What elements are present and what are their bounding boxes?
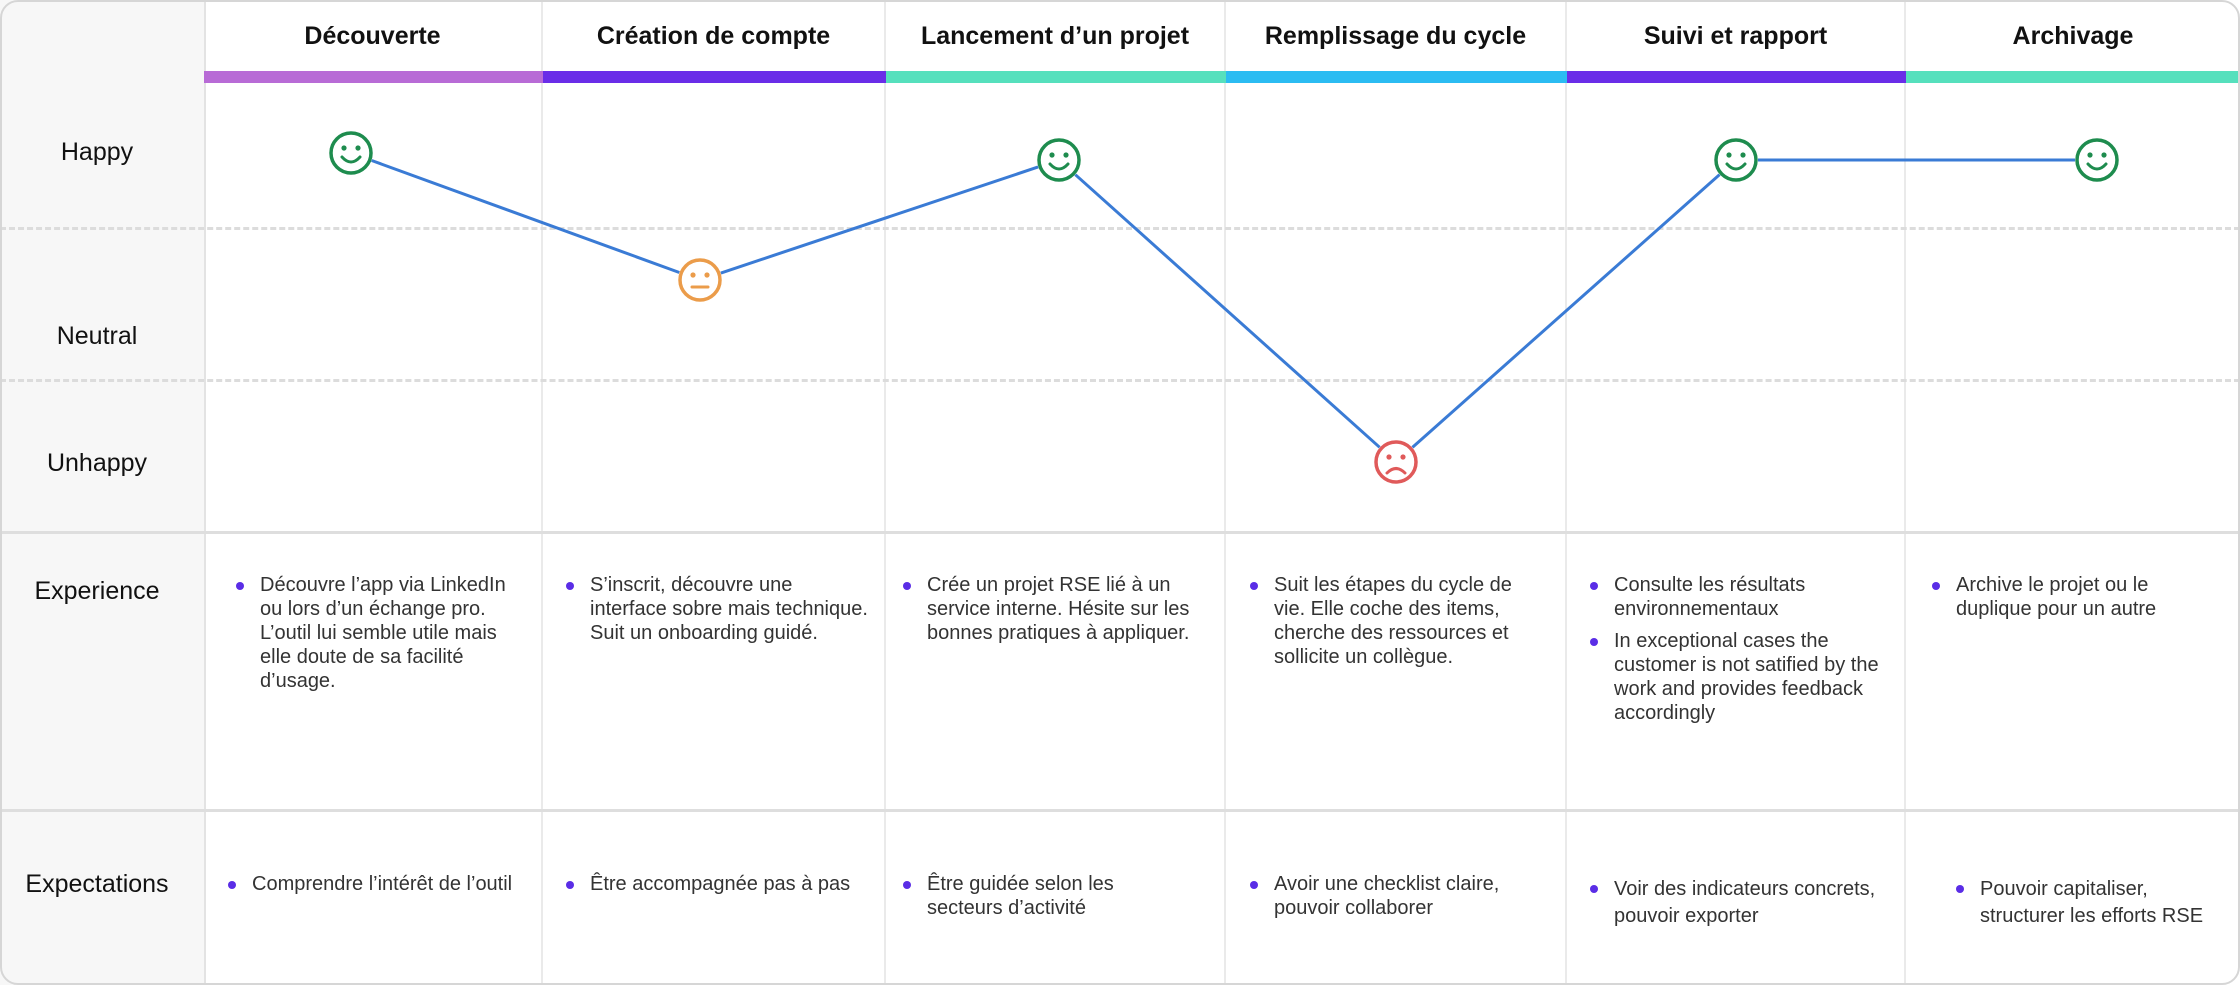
- bullet-item: Crée un projet RSE lié à un service inte…: [897, 573, 1197, 645]
- emotion-curve-segment: [371, 159, 680, 274]
- section-divider: [0, 531, 2240, 534]
- experience-cell: Archive le projet ou le duplique pour un…: [1926, 573, 2226, 629]
- section-divider: [0, 809, 2240, 812]
- bullet-item: Archive le projet ou le duplique pour un…: [1926, 573, 2226, 621]
- stage-title: Suivi et rapport: [1643, 22, 1828, 50]
- stage-color-bar: [1567, 71, 1906, 83]
- row-label-column: Happy Neutral Unhappy Experience Expecta…: [0, 0, 206, 985]
- emotion-divider-dashed: [0, 379, 2240, 382]
- stage-title: Archivage: [2012, 22, 2134, 50]
- smiley-neutral-icon: [678, 258, 722, 302]
- expectations-cell: Comprendre l’intérêt de l’outil: [222, 872, 522, 904]
- row-label-neutral: Neutral: [56, 322, 138, 350]
- bullet-item: Consulte les résultats environnementaux: [1584, 573, 1884, 621]
- experience-cell: Découvre l’app via LinkedIn ou lors d’un…: [230, 573, 526, 701]
- column-divider: [1224, 0, 1226, 985]
- row-label-expectations: Expectations: [25, 870, 169, 898]
- stage-color-bar: [886, 71, 1226, 83]
- column-divider: [1904, 0, 1906, 985]
- stage-color-bar: [543, 71, 886, 83]
- smiley-happy-icon: [2075, 138, 2119, 182]
- bullet-item: S’inscrit, découvre une interface sobre …: [560, 573, 870, 645]
- bullet-item: Comprendre l’intérêt de l’outil: [222, 872, 522, 896]
- emotion-curve-segment: [1074, 173, 1381, 449]
- column-divider: [1565, 0, 1567, 985]
- stage-color-bar: [1906, 71, 2240, 83]
- stage-color-bar: [204, 71, 543, 83]
- emotion-curve-segment: [1411, 173, 1721, 449]
- experience-cell: Crée un projet RSE lié à un service inte…: [897, 573, 1197, 653]
- expectations-cell: Avoir une checklist claire, pouvoir coll…: [1244, 872, 1544, 928]
- row-label-unhappy: Unhappy: [46, 449, 148, 477]
- bullet-item: Être accompagnée pas à pas: [560, 872, 860, 896]
- expectations-cell: Pouvoir capitaliser, structurer les effo…: [1950, 876, 2230, 938]
- bullet-item: Suit les étapes du cycle de vie. Elle co…: [1244, 573, 1544, 669]
- expectations-cell: Être guidée selon les secteurs d’activit…: [897, 872, 1187, 928]
- stage-title: Remplissage du cycle: [1264, 22, 1527, 50]
- row-label-experience: Experience: [34, 577, 160, 605]
- bullet-item: Découvre l’app via LinkedIn ou lors d’un…: [230, 573, 526, 693]
- experience-cell: Consulte les résultats environnementaux I…: [1584, 573, 1884, 733]
- experience-cell: Suit les étapes du cycle de vie. Elle co…: [1244, 573, 1544, 677]
- column-divider: [884, 0, 886, 985]
- bullet-item: Avoir une checklist claire, pouvoir coll…: [1244, 872, 1544, 920]
- smiley-happy-icon: [1037, 138, 1081, 182]
- expectations-cell: Voir des indicateurs concrets, pouvoir e…: [1584, 876, 1884, 938]
- emotion-curve-segment: [720, 165, 1039, 275]
- stage-title: Création de compte: [596, 22, 831, 50]
- stage-color-bar: [1226, 71, 1567, 83]
- emotion-divider-dashed: [0, 227, 2240, 230]
- row-label-happy: Happy: [60, 138, 134, 166]
- smiley-sad-icon: [1374, 440, 1418, 484]
- bullet-item: Être guidée selon les secteurs d’activit…: [897, 872, 1187, 920]
- experience-cell: S’inscrit, découvre une interface sobre …: [560, 573, 870, 653]
- expectations-cell: Être accompagnée pas à pas: [560, 872, 860, 904]
- stage-title: Découverte: [304, 22, 441, 50]
- column-divider: [541, 0, 543, 985]
- smiley-happy-icon: [329, 131, 373, 175]
- bullet-item: Voir des indicateurs concrets, pouvoir e…: [1584, 876, 1884, 930]
- stage-title: Lancement d’un projet: [920, 22, 1190, 50]
- bullet-item: Pouvoir capitaliser, structurer les effo…: [1950, 876, 2230, 930]
- smiley-happy-icon: [1714, 138, 1758, 182]
- bullet-item: In exceptional cases the customer is not…: [1584, 629, 1884, 725]
